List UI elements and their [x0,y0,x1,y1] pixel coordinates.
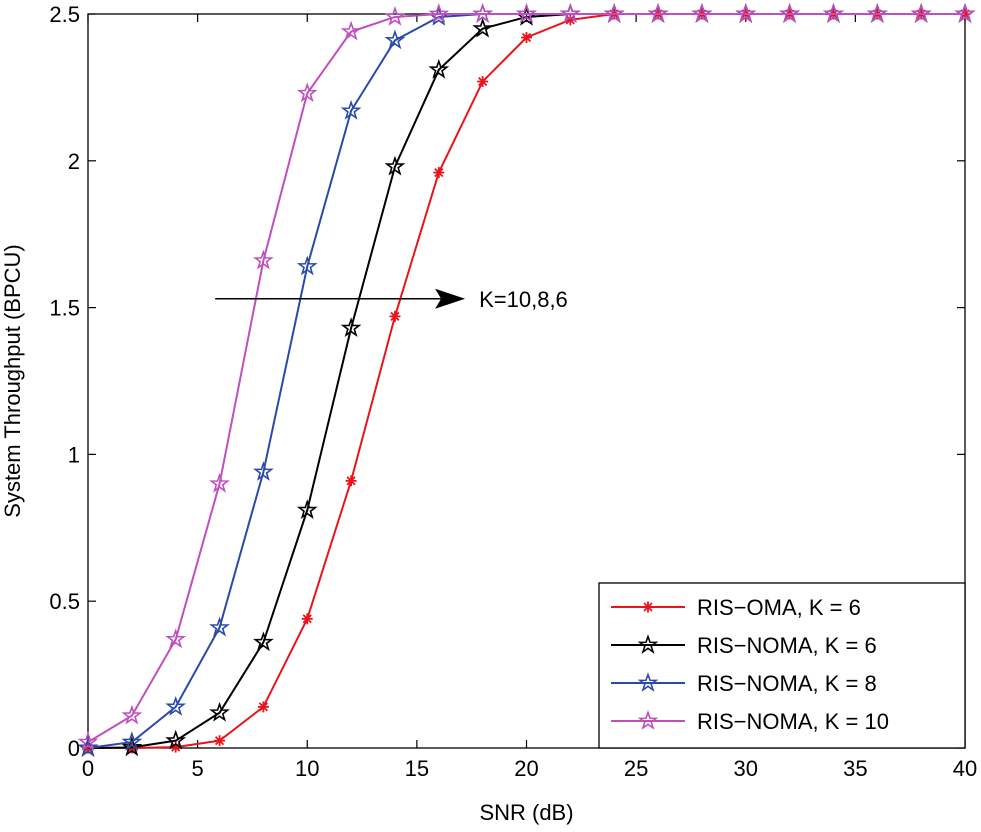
annotation-label: K=10,8,6 [479,287,568,312]
data-point [121,704,143,725]
data-point [823,3,844,23]
data-point [910,3,932,23]
x-tick-label: 35 [843,756,867,781]
data-point [954,3,976,23]
data-point [779,3,800,23]
legend-label: RIS−NOMA, K = 8 [697,671,877,696]
data-point [209,701,230,722]
data-point [257,701,269,713]
x-tick-label: 30 [734,756,758,781]
data-point [428,58,450,79]
data-point [296,82,318,103]
data-point [253,631,274,652]
legend: RIS−OMA, K = 6 RIS−NOMA, K = 6 RIS−NOMA, K… [598,582,966,749]
data-point [209,472,230,493]
data-point [214,735,226,747]
data-point [209,616,230,637]
data-point [477,76,489,88]
y-tick-label: 0 [68,736,80,761]
legend-item: RIS−NOMA, K = 10 [611,709,889,734]
legend-item: RIS−OMA, K = 6 [611,595,861,620]
data-point [165,729,187,750]
legend-item: RIS−NOMA, K = 8 [611,671,877,696]
data-point [345,475,357,487]
x-axis-label: SNR (dB) [479,800,573,825]
data-point [559,3,581,23]
y-tick-label: 1 [68,442,80,467]
series-lines [77,3,976,757]
x-tick-label: 0 [82,756,94,781]
data-point [516,3,537,23]
data-point [296,255,318,276]
data-point [340,99,362,120]
data-point [647,3,669,23]
x-tick-label: 20 [514,756,538,781]
legend-label: RIS−NOMA, K = 10 [697,709,889,734]
data-point [433,167,445,179]
data-point [165,628,187,649]
x-tick-label: 15 [405,756,429,781]
legend-marker [637,672,659,692]
annotation-arrow-head [435,288,466,309]
data-point [384,6,406,26]
legend-item: RIS−NOMA, K = 6 [611,633,877,658]
data-point [301,613,313,625]
x-tick-label: 40 [953,756,977,781]
data-point [472,17,494,38]
data-point [384,155,406,176]
axis-ticks: 0 5 10 15 20 25 30 35 40 0 0.5 1 1.5 2 2.5 [49,2,977,781]
series-line-4 [87,13,965,743]
data-point [340,317,362,338]
data-point [428,3,450,23]
x-tick-label: 5 [192,756,204,781]
data-point [384,29,406,50]
data-point [121,731,143,751]
data-point [77,731,99,751]
y-tick-label: 2 [68,149,80,174]
data-point [691,3,713,23]
x-tick-label: 10 [295,756,319,781]
data-point [521,31,532,43]
y-tick-label: 0.5 [49,589,80,614]
data-point [253,249,274,270]
legend-marker [642,601,654,613]
y-axis-label: System Throughput (BPCU) [0,244,25,517]
data-point [735,3,757,23]
data-point [603,3,625,23]
legend-marker [637,634,659,654]
data-point [77,737,99,757]
y-tick-label: 1.5 [49,296,80,321]
data-point [866,3,888,23]
data-point [121,736,143,757]
data-point [253,461,274,481]
series-markers-4 [77,3,976,751]
data-point [472,3,494,23]
y-tick-label: 2.5 [49,2,80,27]
data-point [296,499,318,520]
data-point [340,20,362,41]
legend-marker [637,710,659,730]
legend-label: RIS−OMA, K = 6 [697,595,861,620]
data-point [165,695,187,716]
x-tick-label: 25 [624,756,648,781]
annotation: K=10,8,6 [215,287,568,312]
legend-label: RIS−NOMA, K = 6 [697,633,877,658]
data-point [389,310,401,322]
